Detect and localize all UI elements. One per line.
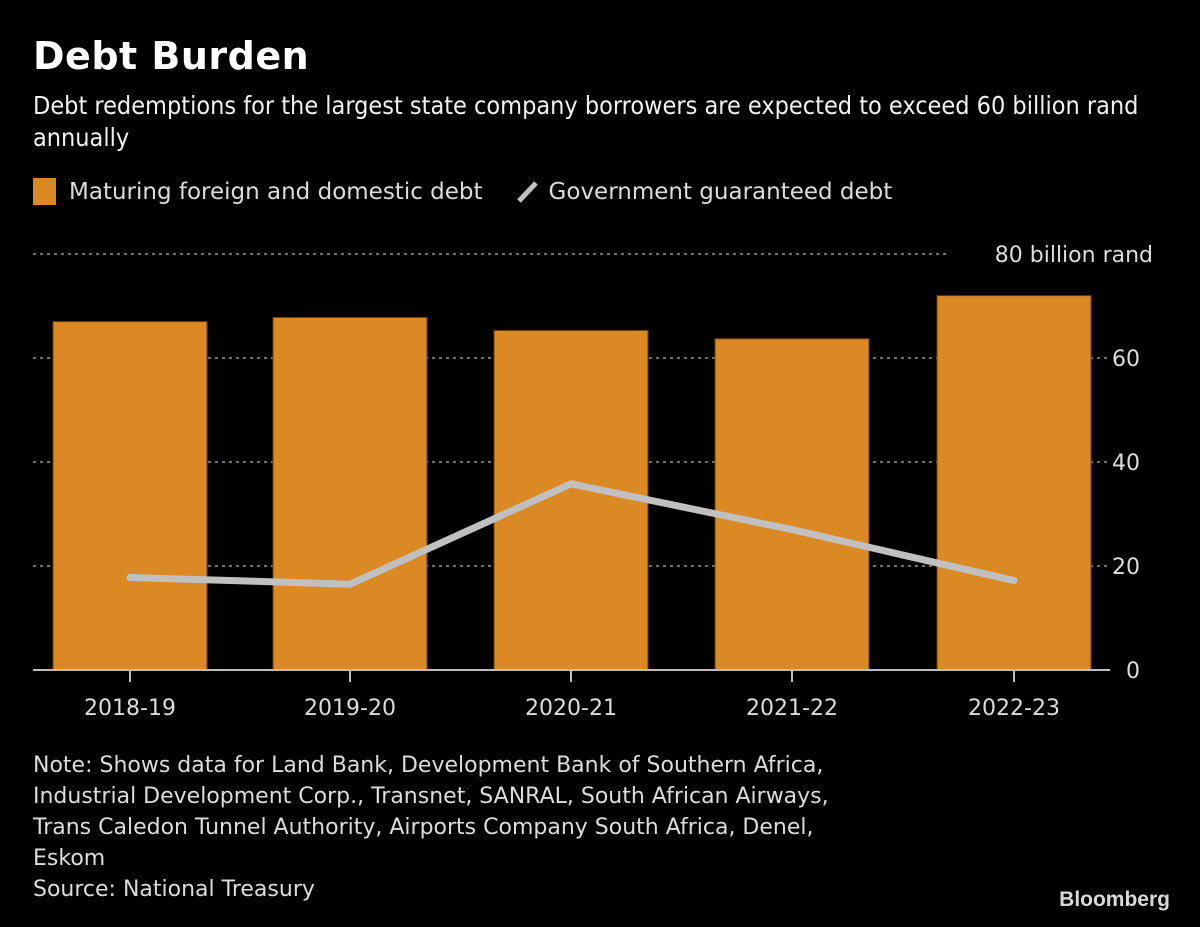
y-tick-label: 40 [1112, 451, 1140, 476]
note-line: Industrial Development Corp., Transnet, … [33, 784, 829, 809]
legend-label: Maturing foreign and domestic debt [69, 178, 483, 205]
line-swatch-icon [516, 181, 538, 203]
bar [936, 295, 1092, 671]
x-tick-label: 2018-19 [84, 696, 176, 721]
chart-subtitle: Debt redemptions for the largest state c… [33, 91, 1139, 152]
y-tick-label: 80 billion rand [995, 243, 1153, 268]
x-tick-label: 2019-20 [304, 696, 396, 721]
legend-label: Government guaranteed debt [548, 178, 893, 205]
x-tick-label: 2021-22 [746, 696, 838, 721]
bloomberg-logo: Bloomberg [1059, 888, 1170, 911]
source-line: Source: National Treasury [33, 877, 315, 902]
bars [52, 295, 1092, 671]
bar [52, 321, 208, 671]
chart-note: Note: Shows data for Land Bank, Developm… [33, 750, 1033, 905]
legend-item-guaranteed-debt: Government guaranteed debt [515, 178, 893, 205]
x-tick-label: 2022-23 [968, 696, 1060, 721]
y-tick-label: 0 [1126, 659, 1140, 684]
line-series [126, 480, 1018, 588]
axis-labels: 0 20 40 60 80 billion rand 2018-19 2019-20 2020… [84, 243, 1153, 721]
y-tick-label: 20 [1112, 555, 1140, 580]
x-tick-label: 2020-21 [525, 696, 617, 721]
bar [493, 329, 649, 671]
chart-title: Debt Burden [33, 34, 310, 78]
y-tick-label: 60 [1112, 347, 1140, 372]
note-line: Eskom [33, 846, 106, 871]
legend-item-maturing-debt: Maturing foreign and domestic debt [33, 178, 483, 205]
legend: Maturing foreign and domestic debt Gover… [33, 178, 924, 205]
bar [714, 338, 870, 671]
bar [272, 316, 428, 671]
x-axis [33, 669, 1110, 682]
note-line: Note: Shows data for Land Bank, Developm… [33, 753, 824, 778]
note-line: Trans Caledon Tunnel Authority, Airports… [33, 815, 814, 840]
bar-swatch-icon [33, 178, 56, 205]
gridlines [33, 253, 1108, 567]
